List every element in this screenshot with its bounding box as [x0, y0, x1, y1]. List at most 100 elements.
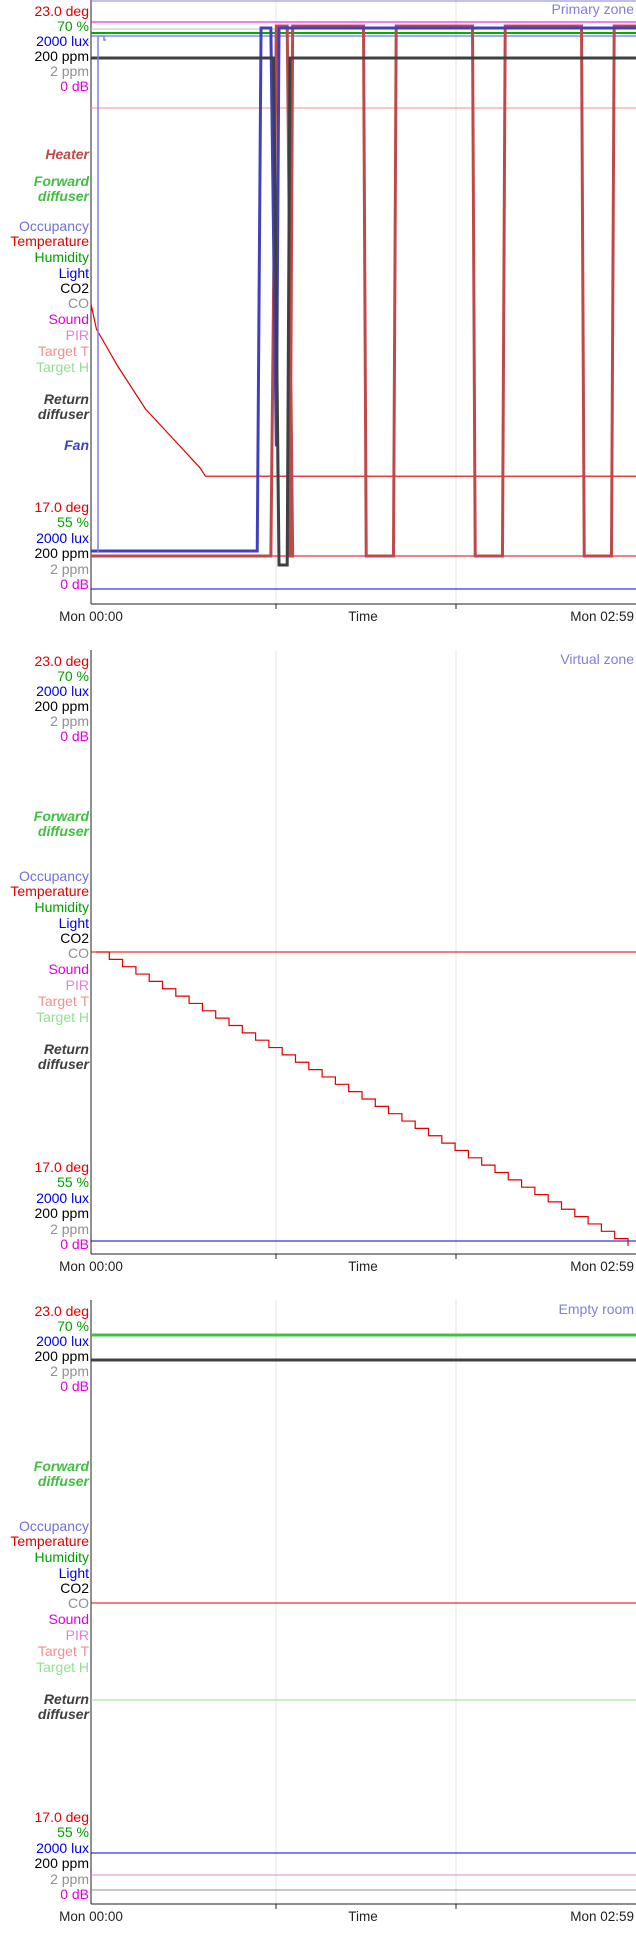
y-label: Return: [44, 391, 89, 407]
y-label: diffuser: [38, 188, 91, 204]
x-axis-label: Time: [348, 609, 378, 624]
y-label: diffuser: [38, 1056, 91, 1072]
y-label: Target T: [38, 993, 90, 1009]
y-label: Forward: [34, 173, 90, 189]
y-label: diffuser: [38, 1473, 91, 1489]
y-label: 2000 lux: [36, 1840, 89, 1856]
series-heater: [91, 24, 636, 558]
y-label: 2 ppm: [50, 63, 89, 79]
y-label: 200 ppm: [35, 1855, 89, 1871]
y-label: Forward: [34, 808, 90, 824]
y-label: Heater: [45, 146, 90, 162]
y-label: 55 %: [57, 1174, 89, 1190]
y-label: 23.0 deg: [35, 1303, 90, 1319]
x-axis-label: Time: [348, 1259, 378, 1274]
series-fan: [91, 26, 636, 553]
y-label: Light: [59, 915, 89, 931]
y-label: 2 ppm: [50, 1871, 89, 1887]
y-label: 2000 lux: [36, 530, 89, 546]
y-label: Occupancy: [19, 868, 89, 884]
y-label: 2 ppm: [50, 561, 89, 577]
y-label: 17.0 deg: [35, 1159, 90, 1175]
y-label: Forward: [34, 1458, 90, 1474]
y-label: diffuser: [38, 1706, 91, 1722]
y-label: CO: [68, 295, 89, 311]
y-label: diffuser: [38, 823, 91, 839]
y-label: Return: [44, 1041, 89, 1057]
y-label: 23.0 deg: [35, 653, 90, 669]
y-label: 200 ppm: [35, 1348, 89, 1364]
y-label: 70 %: [57, 668, 89, 684]
y-label: Target T: [38, 343, 90, 359]
x-tick-label: Mon 02:59: [570, 1259, 634, 1274]
y-label: Sound: [49, 961, 89, 977]
y-label: Target H: [36, 1659, 89, 1675]
y-label: CO2: [60, 1580, 89, 1596]
y-label: 70 %: [57, 1318, 89, 1334]
y-label: 2 ppm: [50, 1363, 89, 1379]
y-label: Temperature: [10, 233, 89, 249]
y-label: Humidity: [35, 1549, 89, 1565]
zone-title: Empty room: [559, 1301, 634, 1317]
y-label: Sound: [49, 311, 89, 327]
y-label: Target T: [38, 1643, 90, 1659]
x-axis-label: Time: [348, 1909, 378, 1924]
series-return-diffuser: [91, 56, 636, 567]
y-label: 200 ppm: [35, 48, 89, 64]
y-label: 0 dB: [60, 1236, 89, 1252]
x-tick-label: Mon 02:59: [570, 1909, 634, 1924]
y-label: PIR: [66, 977, 89, 993]
y-label: Sound: [49, 1611, 89, 1627]
y-label: 0 dB: [60, 1378, 89, 1394]
y-label: 70 %: [57, 18, 89, 34]
x-tick-label: Mon 00:00: [59, 1259, 123, 1274]
y-label: Fan: [64, 437, 89, 453]
y-label: 17.0 deg: [35, 1809, 90, 1825]
y-label: 55 %: [57, 514, 89, 530]
y-label: 200 ppm: [35, 545, 89, 561]
y-label: 2000 lux: [36, 1190, 89, 1206]
x-tick-label: Mon 00:00: [59, 1909, 123, 1924]
series-line: [96, 951, 629, 1246]
chart-panel-empty-room: 23.0 deg 70 % 2000 lux 200 ppm 2 ppm 0 dB Forw…: [0, 1300, 636, 1925]
y-label: CO2: [60, 280, 89, 296]
y-label: Occupancy: [19, 218, 89, 234]
y-label: Humidity: [35, 899, 89, 915]
zone-title: Virtual zone: [560, 651, 634, 667]
y-label: Target H: [36, 359, 89, 375]
y-label: Return: [44, 1691, 89, 1707]
y-label: 2 ppm: [50, 713, 89, 729]
y-label: Target H: [36, 1009, 89, 1025]
y-label: 200 ppm: [35, 1205, 89, 1221]
y-label: 0 dB: [60, 1886, 89, 1902]
y-label: diffuser: [38, 406, 91, 422]
y-label: 23.0 deg: [35, 3, 90, 19]
y-label: 2000 lux: [36, 33, 89, 49]
chart-panel-primary-zone: 23.0 deg 70 % 2000 lux 200 ppm 2 ppm 0 dB Heat…: [0, 0, 636, 625]
y-label: 2 ppm: [50, 1221, 89, 1237]
zone-title: Primary zone: [552, 1, 635, 17]
y-label: PIR: [66, 1627, 89, 1643]
x-tick-label: Mon 00:00: [59, 609, 123, 624]
y-label: Temperature: [10, 883, 89, 899]
y-label: Light: [59, 265, 89, 281]
y-label: PIR: [66, 327, 89, 343]
y-label: 0 dB: [60, 728, 89, 744]
y-label: CO: [68, 945, 89, 961]
y-label: Light: [59, 1565, 89, 1581]
y-label: 200 ppm: [35, 698, 89, 714]
y-label: 2000 lux: [36, 683, 89, 699]
y-label: 55 %: [57, 1824, 89, 1840]
y-label: 0 dB: [60, 576, 89, 592]
x-tick-label: Mon 02:59: [570, 609, 634, 624]
series-line: [97, 35, 106, 552]
y-label: 2000 lux: [36, 1333, 89, 1349]
y-label: CO2: [60, 930, 89, 946]
chart-panel-virtual-zone: 23.0 deg 70 % 2000 lux 200 ppm 2 ppm 0 dB Forw…: [0, 650, 636, 1275]
